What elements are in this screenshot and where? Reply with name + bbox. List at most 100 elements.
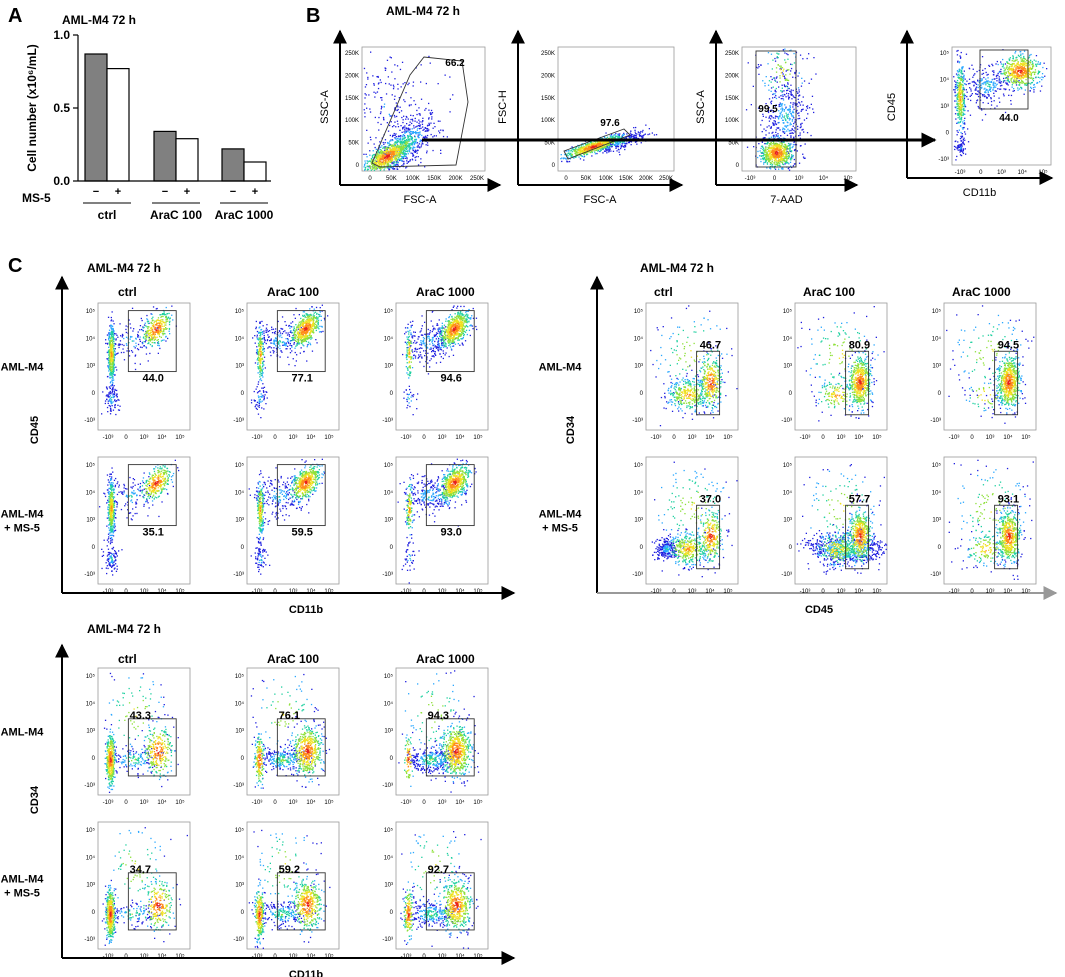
y-tick-label: -10³ bbox=[382, 783, 393, 789]
x-tick-label: 10⁴ bbox=[306, 588, 316, 595]
x-tick-label: 250K bbox=[470, 176, 484, 182]
column-header: ctrl bbox=[118, 652, 137, 666]
x-tick-label: 0 bbox=[422, 800, 426, 806]
y-tick-label: -10³ bbox=[382, 418, 393, 424]
y-tick-label: 10³ bbox=[932, 364, 941, 370]
x-tick-label: 0 bbox=[124, 800, 128, 806]
bar bbox=[107, 69, 129, 181]
grid2-title: AML-M4 72 h bbox=[640, 261, 714, 275]
y-tick-label: 10³ bbox=[235, 883, 244, 889]
gate-value: 92.7 bbox=[428, 864, 449, 876]
gating-ylabel: SSC-A bbox=[319, 90, 331, 124]
x-tick-label: 10³ bbox=[140, 954, 149, 960]
x-tick-label: 10³ bbox=[688, 589, 697, 595]
y-tick-label: 10⁵ bbox=[86, 827, 96, 834]
y-tick-label: 200K bbox=[541, 73, 555, 79]
grid-xlabel: CD11b bbox=[289, 604, 324, 616]
figure: A AML-M4 72 h Cell number (x10⁶/mL) 1.0 … bbox=[0, 0, 1065, 977]
y-tick-label: 10³ bbox=[783, 364, 792, 370]
gate-value: 44.0 bbox=[142, 373, 163, 385]
ms5-sign: − bbox=[162, 186, 168, 198]
x-tick-label: 10⁴ bbox=[1003, 434, 1013, 441]
bar-ytick: 1.0 bbox=[53, 28, 70, 42]
y-tick-label: 10³ bbox=[384, 883, 393, 889]
bar-ytick: 0.0 bbox=[53, 174, 70, 188]
panel-a-ylabel: Cell number (x10⁶/mL) bbox=[25, 44, 39, 172]
y-tick-label: 10³ bbox=[235, 518, 244, 524]
gating-xlabel: 7-AAD bbox=[770, 194, 802, 206]
x-tick-label: 10⁴ bbox=[455, 588, 465, 595]
gating-xlabel: FSC-A bbox=[584, 194, 618, 206]
bar bbox=[154, 131, 176, 181]
gate-value: 37.0 bbox=[700, 494, 721, 506]
x-tick-label: 10³ bbox=[438, 435, 447, 441]
y-tick-label: 10³ bbox=[384, 518, 393, 524]
x-tick-label: 100K bbox=[599, 176, 613, 182]
y-tick-label: 200K bbox=[725, 73, 739, 79]
y-tick-label: 10³ bbox=[384, 364, 393, 370]
y-tick-label: 250K bbox=[345, 51, 359, 57]
y-tick-label: 10³ bbox=[235, 729, 244, 735]
ms5-sign: + bbox=[252, 186, 258, 198]
panel-a: A AML-M4 72 h Cell number (x10⁶/mL) 1.0 … bbox=[8, 5, 274, 222]
row-label: AML-M4 bbox=[1, 874, 45, 886]
plot-frame bbox=[646, 303, 738, 430]
x-tick-label: -10³ bbox=[745, 176, 756, 182]
x-tick-label: 10⁵ bbox=[324, 799, 334, 806]
gate-value: 34.7 bbox=[130, 864, 151, 876]
x-tick-label: 10⁵ bbox=[324, 953, 334, 960]
x-tick-label: 10³ bbox=[289, 954, 298, 960]
y-tick-label: 10⁴ bbox=[86, 854, 96, 861]
y-tick-label: 10³ bbox=[634, 518, 643, 524]
y-tick-label: 0 bbox=[390, 756, 394, 762]
x-tick-label: 10³ bbox=[986, 435, 995, 441]
y-tick-label: 0 bbox=[92, 391, 96, 397]
y-tick-label: 10⁴ bbox=[932, 489, 942, 496]
gating-ylabel: SSC-A bbox=[695, 90, 707, 124]
x-tick-label: 0 bbox=[970, 435, 974, 441]
y-tick-label: 10⁴ bbox=[235, 700, 245, 707]
x-tick-label: 10³ bbox=[438, 800, 447, 806]
y-tick-label: 10⁵ bbox=[384, 827, 394, 834]
y-tick-label: 10⁴ bbox=[932, 335, 942, 342]
x-tick-label: -10³ bbox=[401, 954, 412, 960]
y-tick-label: 0 bbox=[92, 545, 96, 551]
row-label: + MS-5 bbox=[542, 523, 578, 535]
gate-value: 94.6 bbox=[440, 373, 461, 385]
x-tick-label: 10³ bbox=[289, 589, 298, 595]
x-tick-label: 0 bbox=[273, 800, 277, 806]
column-header: AraC 1000 bbox=[952, 285, 1011, 299]
x-tick-label: 150K bbox=[619, 176, 633, 182]
x-tick-label: 0 bbox=[273, 435, 277, 441]
bar-marks bbox=[78, 54, 271, 181]
x-tick-label: 10⁴ bbox=[306, 434, 316, 441]
y-tick-label: 250K bbox=[541, 51, 555, 57]
plot-frame bbox=[944, 457, 1036, 584]
x-tick-label: 10⁴ bbox=[455, 799, 465, 806]
y-tick-label: -10³ bbox=[632, 572, 643, 578]
bar-axis: 1.0 0.5 0.0 bbox=[53, 28, 78, 188]
y-tick-label: 0 bbox=[241, 910, 245, 916]
y-tick-label: 10⁵ bbox=[634, 462, 644, 469]
y-tick-label: 10³ bbox=[86, 883, 95, 889]
x-tick-label: 10⁴ bbox=[455, 953, 465, 960]
column-header: ctrl bbox=[118, 285, 137, 299]
y-tick-label: 10⁴ bbox=[940, 77, 950, 84]
x-tick-label: 10⁵ bbox=[473, 799, 483, 806]
y-tick-label: -10³ bbox=[781, 572, 792, 578]
column-header: AraC 100 bbox=[267, 652, 319, 666]
bar bbox=[176, 139, 198, 181]
x-tick-label: -10³ bbox=[651, 435, 662, 441]
x-tick-label: 10³ bbox=[438, 954, 447, 960]
bar bbox=[85, 54, 107, 181]
y-tick-label: 10⁵ bbox=[235, 827, 245, 834]
